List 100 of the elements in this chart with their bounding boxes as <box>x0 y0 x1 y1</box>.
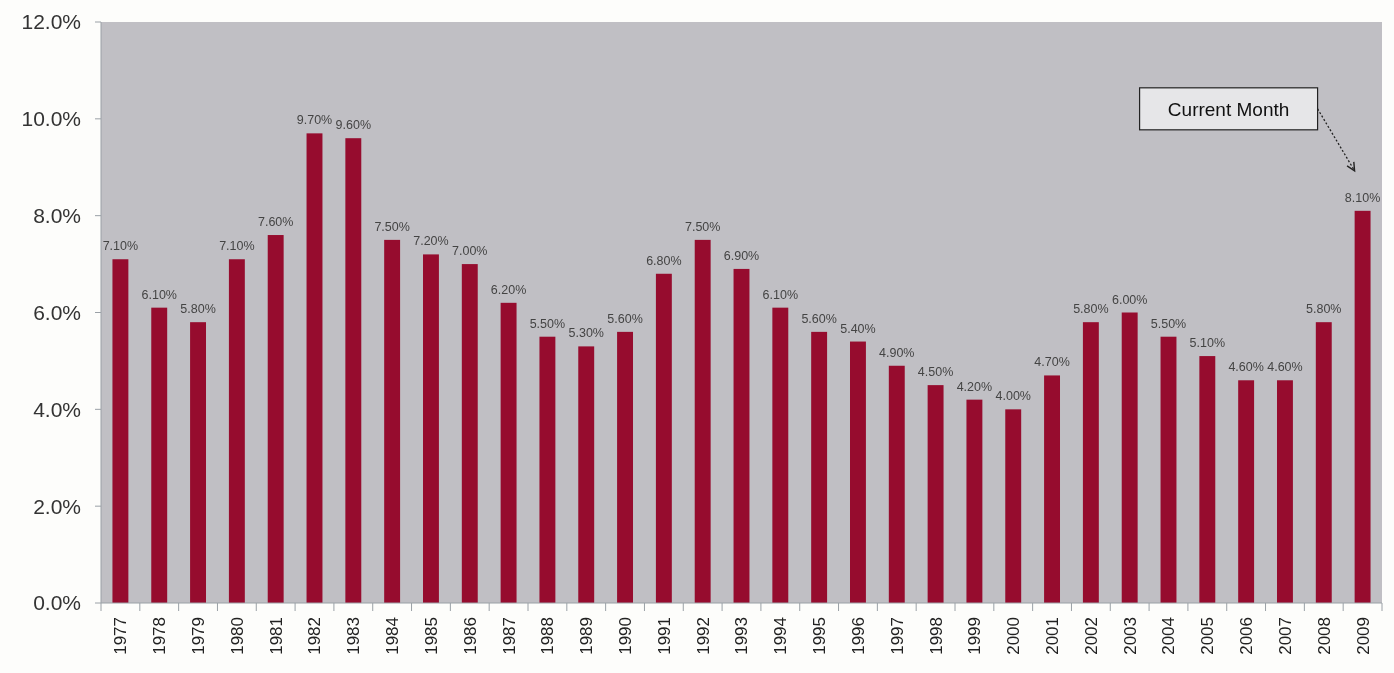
bar <box>850 341 866 603</box>
data-label: 8.10% <box>1344 190 1381 205</box>
data-label: 4.50% <box>917 365 954 380</box>
data-label: 7.20% <box>413 234 449 249</box>
data-label: 5.10% <box>1189 336 1226 351</box>
bar <box>811 331 828 603</box>
y-tick-label: 10.0% <box>21 107 81 131</box>
x-tick-label: 1978 <box>150 617 170 655</box>
data-label: 7.60% <box>257 215 294 230</box>
bar <box>1199 356 1216 603</box>
data-label: 6.90% <box>723 248 760 263</box>
bar <box>772 307 789 603</box>
bar <box>617 331 633 603</box>
x-tick-label: 1995 <box>810 617 830 655</box>
x-tick-label: 1985 <box>421 617 441 655</box>
data-label: 5.50% <box>1150 316 1187 331</box>
x-tick-label: 2002 <box>1081 617 1101 655</box>
x-tick-label: 1987 <box>499 617 519 655</box>
annotation: Current Month <box>1167 98 1290 120</box>
data-label: 5.80% <box>1306 302 1342 317</box>
x-tick-label: 2009 <box>1353 617 1373 655</box>
bar <box>1044 375 1061 603</box>
x-tick-label: 1979 <box>189 617 208 655</box>
bar <box>1082 322 1099 603</box>
data-label: 6.10% <box>762 287 799 302</box>
bar <box>228 259 245 603</box>
data-label: 7.50% <box>374 219 410 234</box>
bar <box>888 365 905 603</box>
data-label: 5.60% <box>801 311 837 326</box>
bar <box>112 259 129 603</box>
x-tick-label: 1986 <box>460 617 480 655</box>
data-label: 4.60% <box>1228 360 1264 375</box>
x-tick-label: 1988 <box>538 617 558 655</box>
bar <box>500 302 517 603</box>
x-tick-label: 2008 <box>1314 617 1334 655</box>
x-tick-label: 1984 <box>383 617 403 655</box>
bar <box>1354 210 1371 603</box>
x-tick-label: 1980 <box>227 617 247 655</box>
x-tick-label: 2001 <box>1043 617 1062 655</box>
bar <box>733 268 750 603</box>
bar <box>1005 409 1022 603</box>
bar <box>345 138 362 603</box>
data-label: 7.50% <box>684 219 721 234</box>
bar <box>190 322 206 603</box>
data-label: 7.10% <box>219 239 255 254</box>
x-tick-label: 2004 <box>1159 617 1179 655</box>
bar <box>423 254 439 603</box>
bar <box>1277 380 1293 603</box>
x-tick-label: 2000 <box>1004 617 1024 655</box>
data-label: 5.50% <box>529 316 566 331</box>
x-tick-label: 2006 <box>1237 617 1257 655</box>
x-tick-label: 1996 <box>848 617 868 655</box>
bar <box>1121 312 1138 603</box>
x-tick-label: 2005 <box>1198 617 1218 655</box>
x-tick-label: 1989 <box>577 617 597 655</box>
bar <box>151 307 168 603</box>
x-tick-label: 1977 <box>111 617 131 655</box>
x-tick-label: 1999 <box>965 617 985 655</box>
x-tick-label: 1990 <box>616 617 635 655</box>
x-tick-label: 2003 <box>1120 617 1140 655</box>
data-label: 5.30% <box>568 326 604 341</box>
y-tick-label: 2.0% <box>33 494 81 518</box>
x-tick-label: 1992 <box>693 617 713 655</box>
data-label: 9.70% <box>296 113 333 128</box>
bar <box>655 273 672 603</box>
data-label: 7.10% <box>102 239 139 254</box>
data-label: 9.60% <box>335 118 372 133</box>
y-tick-label: 12.0% <box>21 10 81 34</box>
data-label: 5.80% <box>1073 302 1109 317</box>
data-label: 6.80% <box>646 253 682 268</box>
y-tick-label: 8.0% <box>33 204 81 228</box>
bar <box>461 264 478 603</box>
data-label: 4.20% <box>956 379 993 394</box>
data-label: 4.60% <box>1267 360 1303 375</box>
x-tick-label: 1981 <box>266 617 286 655</box>
bar <box>267 235 284 603</box>
x-tick-label: 1991 <box>654 617 674 655</box>
bar <box>384 239 401 603</box>
data-label: 4.70% <box>1034 355 1070 370</box>
data-label: 4.90% <box>879 345 915 360</box>
data-label: 5.40% <box>840 321 876 336</box>
data-label: 6.10% <box>141 287 177 302</box>
data-label: 5.80% <box>180 302 216 317</box>
x-tick-label: 1983 <box>344 617 364 655</box>
data-label: 6.00% <box>1111 292 1148 307</box>
data-label: 6.20% <box>490 282 527 297</box>
bar <box>539 336 556 603</box>
data-label: 7.00% <box>452 244 488 259</box>
bar <box>578 346 595 603</box>
y-tick-label: 0.0% <box>33 591 81 615</box>
y-tick-label: 4.0% <box>33 397 81 421</box>
x-tick-label: 2007 <box>1275 617 1295 655</box>
bar <box>1315 322 1332 603</box>
x-tick-label: 1993 <box>732 617 752 655</box>
x-tick-label: 1997 <box>887 617 907 655</box>
x-tick-label: 1982 <box>305 617 325 655</box>
bar <box>927 385 944 603</box>
y-tick-label: 6.0% <box>33 300 81 324</box>
x-tick-label: 1994 <box>771 617 791 655</box>
data-label: 4.00% <box>995 389 1031 404</box>
